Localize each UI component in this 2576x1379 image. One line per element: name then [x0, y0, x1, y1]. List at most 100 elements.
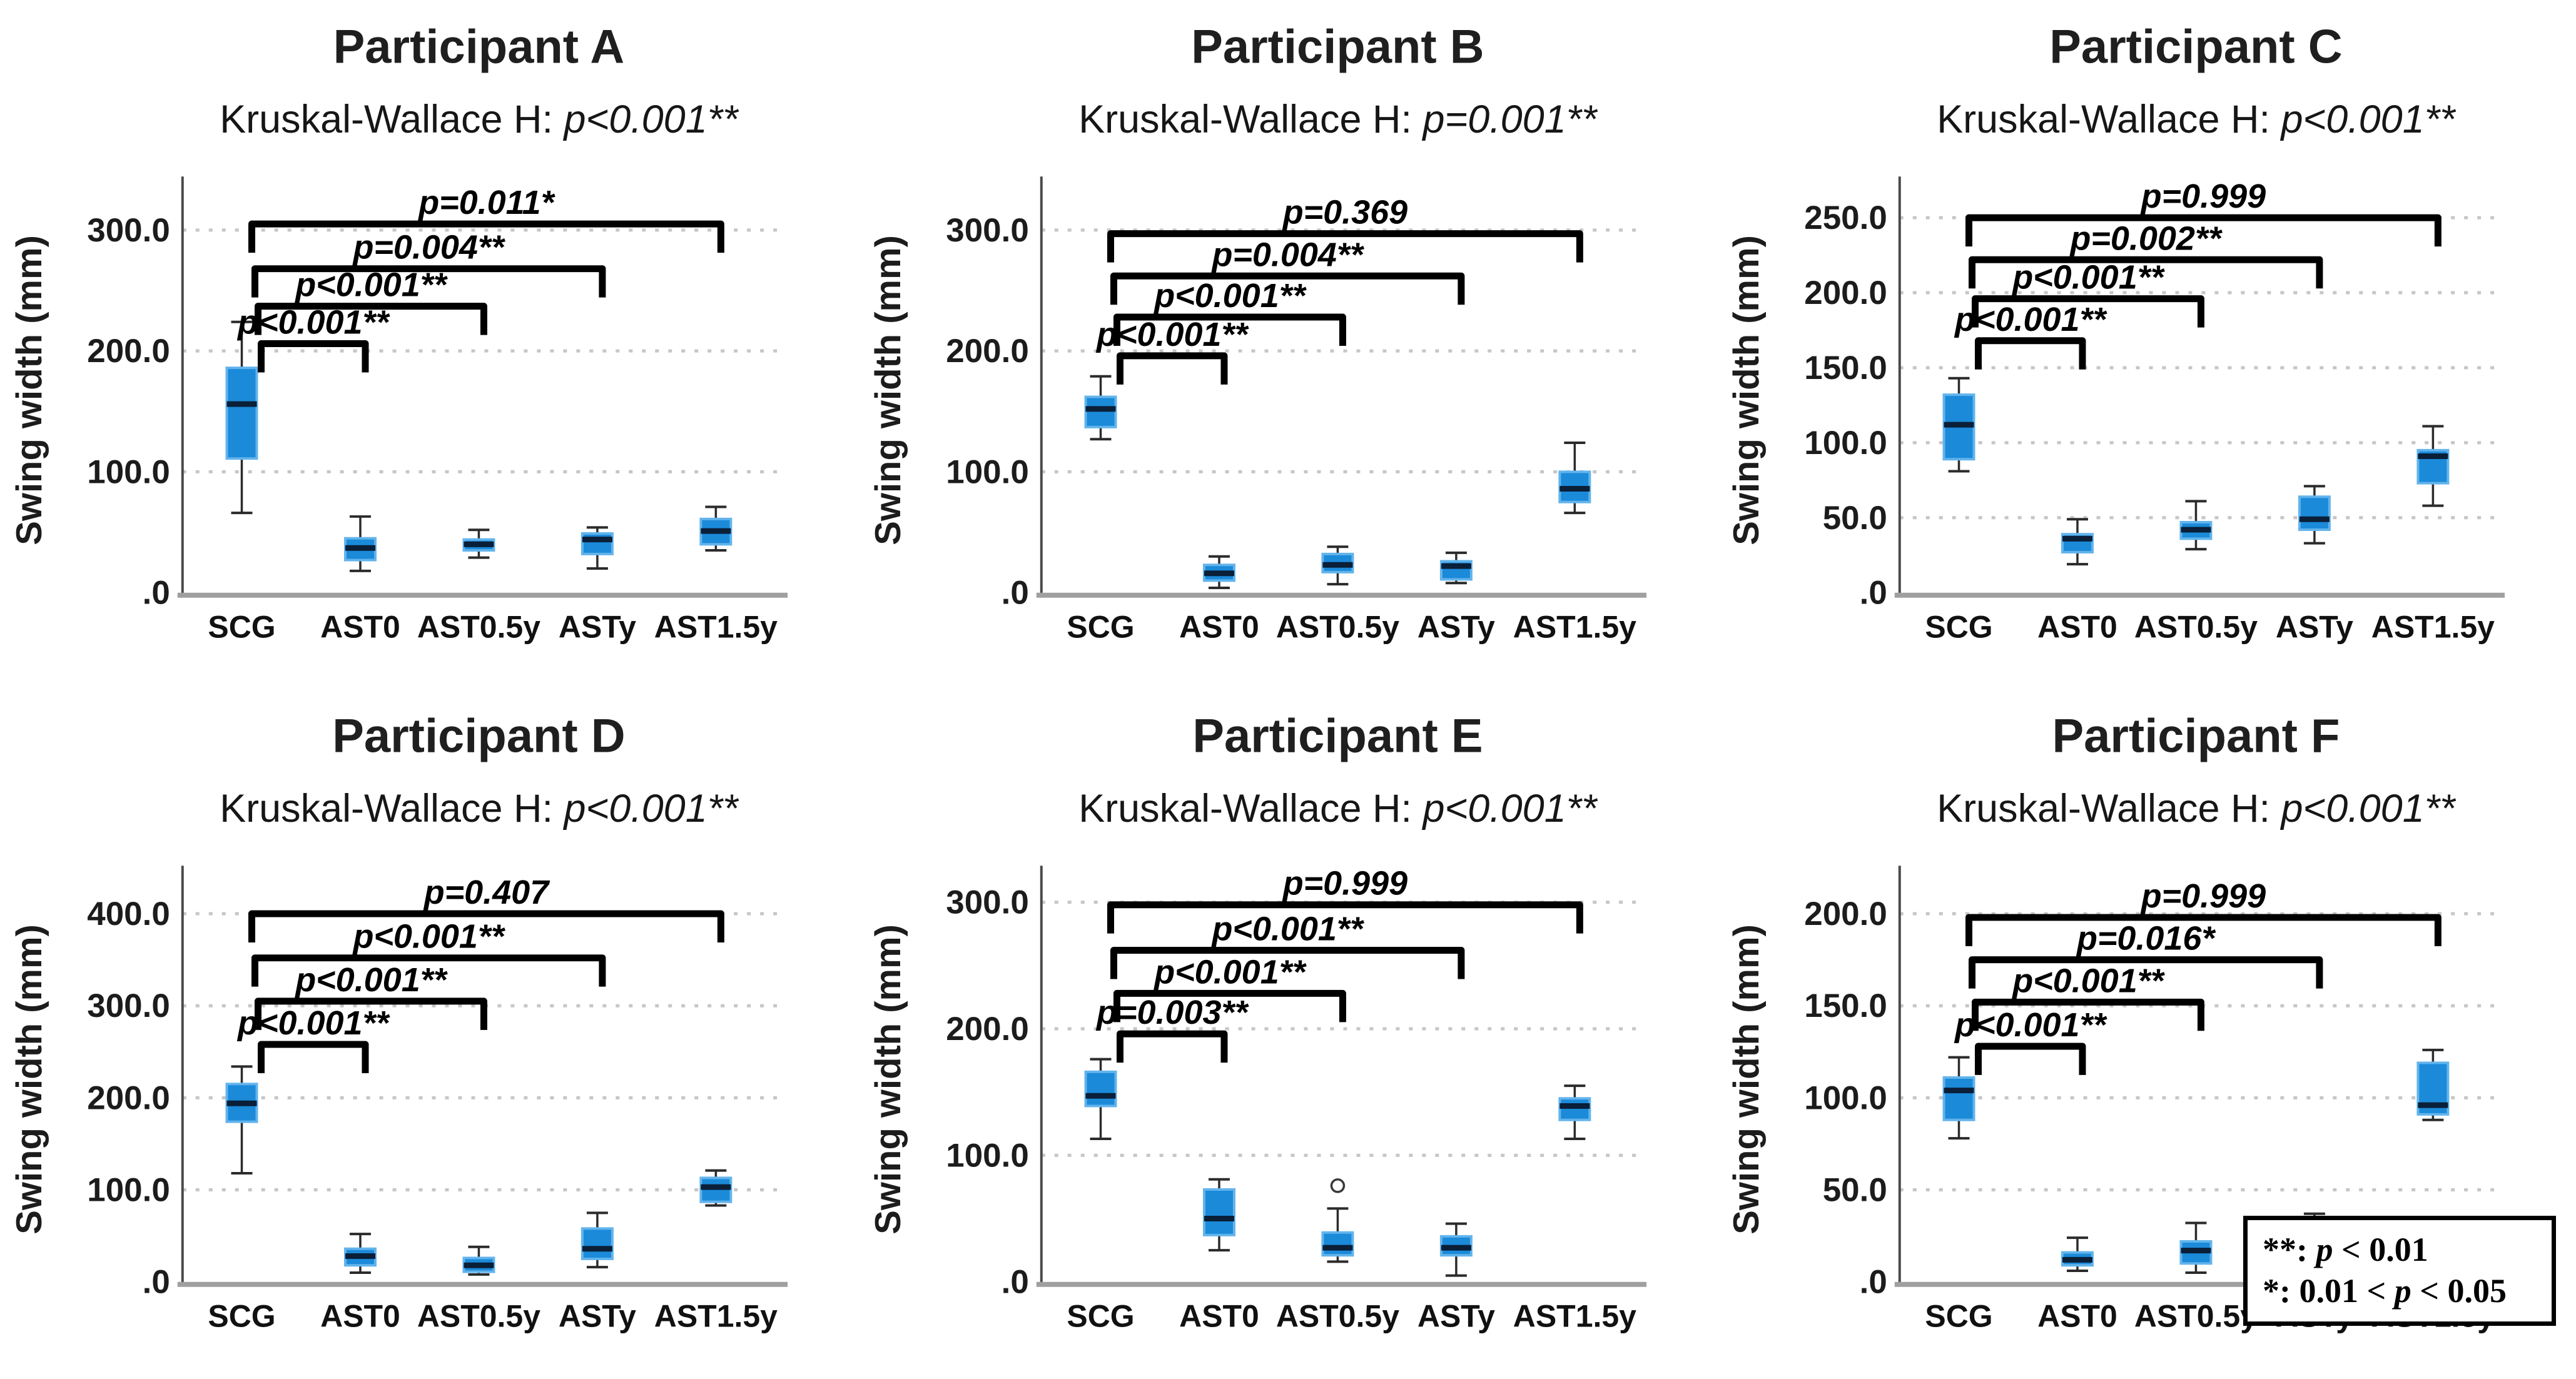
panel-title: Participant C: [2049, 20, 2342, 73]
bracket-SCG-AST0: [1975, 1043, 2086, 1075]
y-tick-label: 150.0: [1804, 350, 1887, 386]
x-label-AST0.5y: AST0.5y: [2134, 610, 2258, 645]
bracket-label-SCG-AST0.5y: p<0.001**: [1153, 953, 1307, 991]
x-label-SCG: SCG: [208, 1299, 275, 1334]
bracket-SCG-AST1.5y: [1965, 214, 2442, 247]
y-tick-label: 300.0: [946, 884, 1029, 921]
bracket-SCG-AST0: [1116, 1030, 1228, 1063]
bracket-label-SCG-AST0.5y: p<0.001**: [294, 266, 448, 304]
bracket-SCG-AST0.5y: [255, 303, 487, 335]
panel-participant-d: 400.0 300.0 200.0 100.0 .0 Swing width (mm) Pa…: [0, 689, 858, 1378]
x-label-ASTy: ASTy: [1417, 1299, 1495, 1334]
participant-e-chart: 300.0 200.0 100.0 .0 Swing width (mm) Partici…: [868, 709, 1646, 1334]
bracket-label-SCG-ASTy: p<0.001**: [1210, 911, 1364, 948]
significance-legend: **: p < 0.01 *: 0.01 < p < 0.05: [2243, 1216, 2556, 1326]
box-SCG: [1084, 1070, 1117, 1108]
bracket-SCG-AST0.5y: [1113, 989, 1346, 1023]
x-label-AST0.5y: AST0.5y: [2134, 1299, 2258, 1334]
box-AST1.5y: [1558, 1097, 1591, 1121]
y-tick-label: 100.0: [946, 1137, 1029, 1174]
panel-title: Participant A: [333, 20, 625, 73]
bracket-SCG-AST0.5y: [1113, 313, 1346, 346]
bracket-label-SCG-AST0: p<0.001**: [1954, 301, 2107, 338]
box-AST0: [1202, 1188, 1235, 1236]
y-tick-label: 200.0: [1804, 275, 1887, 311]
y-tick-label: 400.0: [87, 896, 170, 932]
y-tick-label: .0: [1001, 1264, 1028, 1301]
y-tick-label: 100.0: [1804, 1079, 1887, 1116]
bracket-SCG-AST0: [257, 1041, 369, 1073]
x-label-SCG: SCG: [1067, 1299, 1134, 1334]
y-tick-label: 150.0: [1804, 988, 1887, 1024]
y-axis-title: Swing width (mm): [868, 235, 908, 545]
bracket-SCG-AST0.5y: [1972, 295, 2205, 328]
bracket-label-SCG-ASTy: p=0.016*: [2076, 920, 2216, 957]
bracket-label-SCG-AST0.5y: p<0.001**: [2011, 962, 2165, 999]
bracket-SCG-ASTy: [1969, 956, 2323, 989]
panel-participant-f: 200.0 150.0 100.0 50.0 .0 Swing width (mm) Par…: [1717, 689, 2575, 1378]
participant-a-chart: 300.0 200.0 100.0 .0 Swing width (mm) Partici…: [9, 20, 788, 645]
participant-d-chart: 400.0 300.0 200.0 100.0 .0 Swing width (mm) Pa…: [9, 709, 788, 1334]
panel-subtitle: Kruskal-Wallace H: p<0.001**: [1937, 98, 2457, 141]
participant-f-chart: 200.0 150.0 100.0 50.0 .0 Swing width (mm) Par…: [1727, 709, 2505, 1334]
panel-participant-c: 250.0 200.0 150.0 100.0 50.0 .0 Swing width (m…: [1717, 0, 2575, 689]
bracket-label-SCG-ASTy: p<0.001**: [352, 918, 505, 956]
bracket-label-SCG-AST1.5y: p=0.999: [2140, 877, 2266, 915]
x-label-ASTy: ASTy: [1417, 610, 1495, 645]
panel-participant-b: 300.0 200.0 100.0 .0 Swing width (mm) Partici…: [859, 0, 1717, 689]
bracket-label-SCG-AST1.5y: p=0.369: [1281, 194, 1407, 231]
bracket-SCG-AST0: [257, 340, 369, 373]
bracket-label-SCG-AST0: p<0.001**: [236, 1004, 390, 1042]
bracket-SCG-AST1.5y: [248, 220, 724, 253]
y-axis-title: Swing width (mm): [9, 924, 49, 1235]
y-tick-label: 100.0: [946, 453, 1029, 490]
x-label-SCG: SCG: [208, 610, 275, 645]
x-label-SCG: SCG: [1925, 610, 1993, 645]
panel-participant-a: 300.0 200.0 100.0 .0 Swing width (mm) Partici…: [0, 0, 858, 689]
panel-participant-e: 300.0 200.0 100.0 .0 Swing width (mm) Partici…: [859, 689, 1717, 1378]
bracket-label-SCG-AST0: p=0.003**: [1095, 994, 1249, 1031]
bracket-SCG-AST0: [1116, 352, 1228, 385]
y-tick-label: .0: [1860, 1264, 1887, 1301]
p-symbol: p: [2394, 1272, 2411, 1310]
bracket-SCG-AST1.5y: [1107, 230, 1583, 263]
y-tick-label: 300.0: [87, 212, 170, 249]
x-label-AST0.5y: AST0.5y: [1275, 1299, 1399, 1334]
x-label-AST0: AST0: [2037, 610, 2117, 645]
bracket-SCG-AST1.5y: [1107, 901, 1583, 934]
y-tick-label: 300.0: [946, 212, 1029, 249]
bracket-SCG-ASTy: [1110, 272, 1464, 305]
bracket-label-SCG-AST1.5y: p=0.011*: [417, 184, 555, 221]
y-tick-label: 200.0: [87, 1079, 170, 1116]
x-label-AST0: AST0: [1179, 610, 1259, 645]
bracket-label-SCG-AST1.5y: p=0.999: [1281, 865, 1407, 902]
bracket-label-SCG-ASTy: p=0.004**: [352, 229, 505, 266]
box-ASTy: [581, 1227, 614, 1260]
x-label-ASTy: ASTy: [2276, 610, 2353, 645]
box-ASTy: [2298, 495, 2331, 531]
panel-title: Participant B: [1191, 20, 1484, 73]
bracket-SCG-AST1.5y: [248, 910, 724, 943]
bracket-SCG-ASTy: [1110, 947, 1464, 979]
outlier-AST0.5y: [1330, 1178, 1345, 1193]
box-AST0.5y: [1321, 1231, 1354, 1257]
bracket-label-SCG-ASTy: p=0.004**: [1210, 236, 1364, 273]
x-label-AST0: AST0: [2037, 1299, 2117, 1334]
bracket-SCG-AST1.5y: [1965, 914, 2442, 946]
y-axis-title: Swing width (mm): [1727, 924, 1767, 1235]
bracket-label-SCG-AST0.5y: p<0.001**: [294, 961, 448, 999]
y-tick-label: .0: [1001, 575, 1028, 612]
bracket-SCG-ASTy: [251, 265, 606, 298]
x-label-AST0.5y: AST0.5y: [417, 610, 540, 645]
bracket-SCG-ASTy: [251, 954, 606, 987]
bracket-SCG-AST0: [1975, 337, 2086, 370]
y-axis-title: Swing width (mm): [1727, 235, 1767, 545]
panel-title: Participant F: [2052, 709, 2340, 762]
box-SCG: [1084, 395, 1117, 428]
box-SCG: [1942, 1076, 1975, 1121]
bracket-label-SCG-AST1.5y: p=0.999: [2140, 178, 2266, 215]
x-label-ASTy: ASTy: [559, 610, 636, 645]
participant-c-chart: 250.0 200.0 150.0 100.0 50.0 .0 Swing width (m…: [1727, 20, 2505, 645]
